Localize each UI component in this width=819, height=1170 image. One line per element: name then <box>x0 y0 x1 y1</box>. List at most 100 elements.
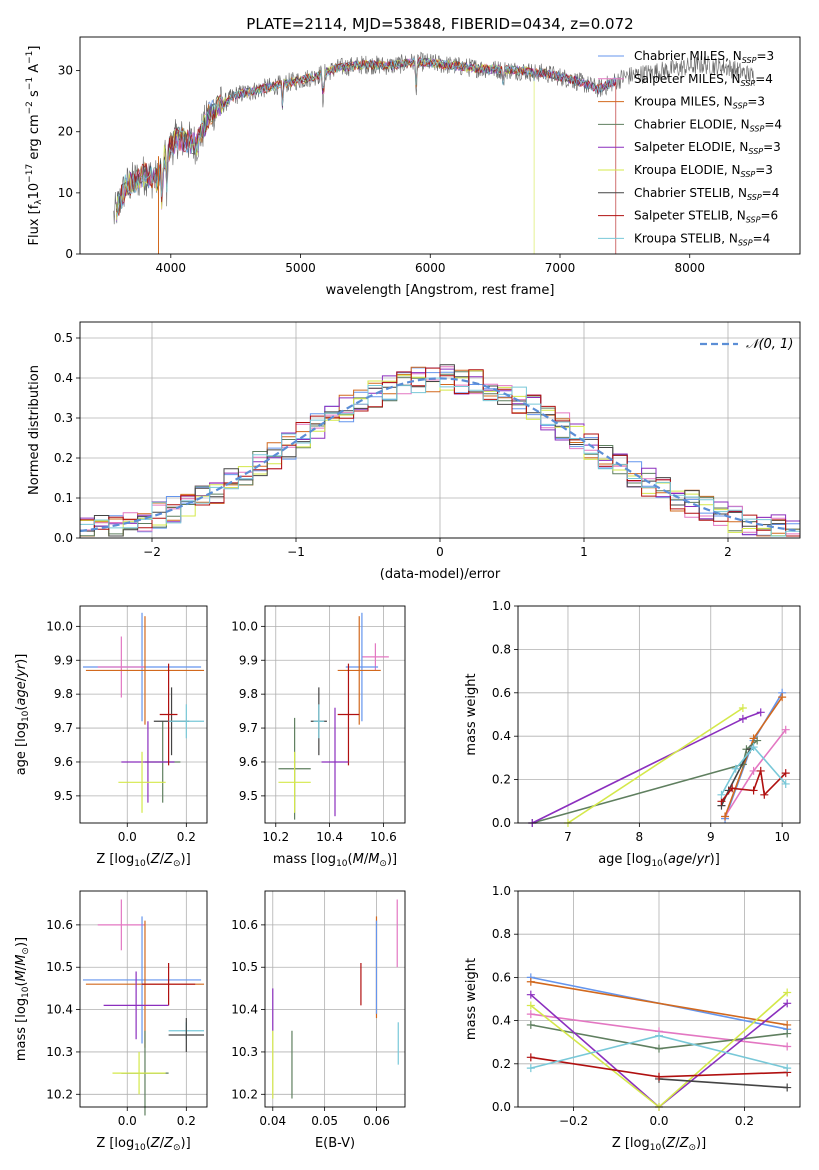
weight-marker <box>738 703 747 712</box>
legend-entry-nssp: =6 <box>760 209 778 223</box>
y-tick-label: 10.3 <box>46 1045 73 1059</box>
weight_vs_Z-axes: −0.2 0.0 0.2 0.0 0.2 0.4 0.6 0.8 1.0 Z [log10(Z/Z… <box>464 884 800 1153</box>
y-tick-label: 10.2 <box>231 1087 258 1101</box>
legend-entry: Salpeter MILES, NSSP=4 <box>634 72 773 88</box>
weight-line <box>531 711 761 824</box>
legend-entry-nssp: =3 <box>756 49 774 63</box>
y-tick-label: 9.8 <box>54 687 73 701</box>
x-tick-label: 2 <box>724 545 732 559</box>
weight_vs_age-series <box>528 688 790 827</box>
legend-entry-name: Salpeter MILES, N <box>634 72 741 86</box>
x-tick-label: 0.0 <box>118 1114 137 1128</box>
spectrum-model-line <box>116 56 617 254</box>
residual-series-group <box>80 364 800 537</box>
y-tick-label: 0.0 <box>492 1100 511 1114</box>
y-tick-label: 0.4 <box>492 729 511 743</box>
age_vs_mass-points <box>278 612 389 820</box>
weight-line <box>720 770 787 802</box>
weight-line <box>532 739 758 824</box>
y-tick-label: 20 <box>58 125 73 139</box>
y-tick-label: 10.0 <box>46 619 73 633</box>
legend-entry-name: Kroupa ELODIE, N <box>634 163 741 177</box>
x-tick-label: 10.4 <box>316 830 343 844</box>
weight-marker <box>756 766 765 775</box>
y-tick-label: 0.6 <box>492 686 511 700</box>
legend-entry: Kroupa STELIB, NSSP=4 <box>634 231 770 247</box>
age_vs_mass-frame <box>264 605 406 824</box>
legend-entry-name: Chabrier STELIB, N <box>634 186 747 200</box>
y-tick-label: 0.0 <box>54 531 73 545</box>
y-tick-label: 0.0 <box>492 816 511 830</box>
histogram-step-line <box>80 377 800 537</box>
weight-marker <box>655 1072 663 1081</box>
legend-entry-nssp: =3 <box>755 163 773 177</box>
spectrum-frame <box>79 36 801 255</box>
weight-marker <box>749 766 758 775</box>
weight-marker <box>756 708 765 717</box>
weight-marker <box>783 1029 792 1038</box>
legend-entry: Kroupa ELODIE, NSSP=3 <box>634 163 773 179</box>
x-tick-label: 1 <box>580 545 588 559</box>
y-tick-label: 0.2 <box>492 773 511 787</box>
y-tick-label: 10.5 <box>46 960 73 974</box>
y-tick-label: 0.8 <box>492 927 511 941</box>
y-tick-label: 1.0 <box>492 884 511 898</box>
legend-entry-name: Kroupa STELIB, N <box>634 231 738 245</box>
y-tick-label: 0.4 <box>54 371 73 385</box>
x-tick-label: 8 <box>636 830 644 844</box>
spectrum-model-line <box>115 57 616 222</box>
y-tick-label: 0.2 <box>54 451 73 465</box>
legend-subscript: SSP <box>738 238 753 247</box>
weight-marker <box>781 725 790 734</box>
x-tick-label: −1 <box>287 545 305 559</box>
weight-marker <box>783 999 792 1008</box>
spectrum-model-line <box>115 56 617 218</box>
x-tick-label: 10.2 <box>262 830 289 844</box>
spectrum-model-line <box>116 58 617 205</box>
spectrum-series-group <box>113 51 755 254</box>
x-axis-label: Z [log10(Z/Z⊙)] <box>612 1136 706 1153</box>
weight-line <box>720 745 787 796</box>
y-axis-label: mass weight <box>464 958 479 1040</box>
weight-marker <box>783 988 792 997</box>
legend-subscript: SSP <box>741 170 756 179</box>
weight-marker <box>749 743 758 752</box>
legend-entry: 𝒩(0, 1) <box>746 337 793 352</box>
weight_vs_age-axes: 7 8 9 10 0.0 0.2 0.4 0.6 0.8 1.0 age [log10(age/yr… <box>464 599 800 869</box>
legend-entry-name: Kroupa MILES, N <box>634 95 733 109</box>
legend-entry: Salpeter STELIB, NSSP=6 <box>634 209 778 225</box>
y-tick-label: 0.2 <box>492 1057 511 1071</box>
x-tick-label: 5000 <box>285 261 316 275</box>
x-tick-label: 0 <box>436 545 444 559</box>
weight-marker <box>526 977 535 986</box>
weight-marker <box>526 1001 535 1010</box>
weight-marker <box>783 1083 792 1092</box>
mass_vs_EBV-axes: 0.04 0.05 0.06 10.2 10.3 10.4 10.5 10.6 E(B-V) <box>231 891 405 1151</box>
legend-subscript: SSP <box>750 124 765 133</box>
legend-subscript: SSP <box>733 102 748 111</box>
x-tick-label: 0.2 <box>177 830 196 844</box>
legend-subscript: SSP <box>746 216 761 225</box>
x-axis-label: mass [log10(M/M⊙)] <box>273 852 397 869</box>
x-tick-label: 0.04 <box>259 1114 286 1128</box>
weight-marker <box>526 1053 535 1062</box>
y-axis-label: Flux [fλ10−17 erg cm−2 s−1 A−1] <box>25 46 44 246</box>
weight_vs_age-frame <box>517 605 801 824</box>
y-tick-label: 0.8 <box>492 642 511 656</box>
weight-marker <box>781 779 790 788</box>
y-tick-label: 10.6 <box>231 918 258 932</box>
weight-marker <box>526 1010 535 1019</box>
y-tick-label: 0.1 <box>54 491 73 505</box>
y-tick-label: 9.5 <box>54 789 73 803</box>
legend-entry-nssp: =3 <box>763 140 781 154</box>
x-axis-label: E(B-V) <box>315 1136 355 1151</box>
y-tick-label: 0.6 <box>492 970 511 984</box>
legend-entry-name: Chabrier ELODIE, N <box>634 117 750 131</box>
weight-line <box>724 692 783 819</box>
y-tick-label: 9.6 <box>54 755 73 769</box>
legend-entry: Salpeter ELODIE, NSSP=3 <box>634 140 781 156</box>
x-tick-label: 0.2 <box>735 1114 754 1128</box>
legend-entry-nssp: =4 <box>762 186 780 200</box>
legend-entry-name: Chabrier MILES, N <box>634 49 742 63</box>
